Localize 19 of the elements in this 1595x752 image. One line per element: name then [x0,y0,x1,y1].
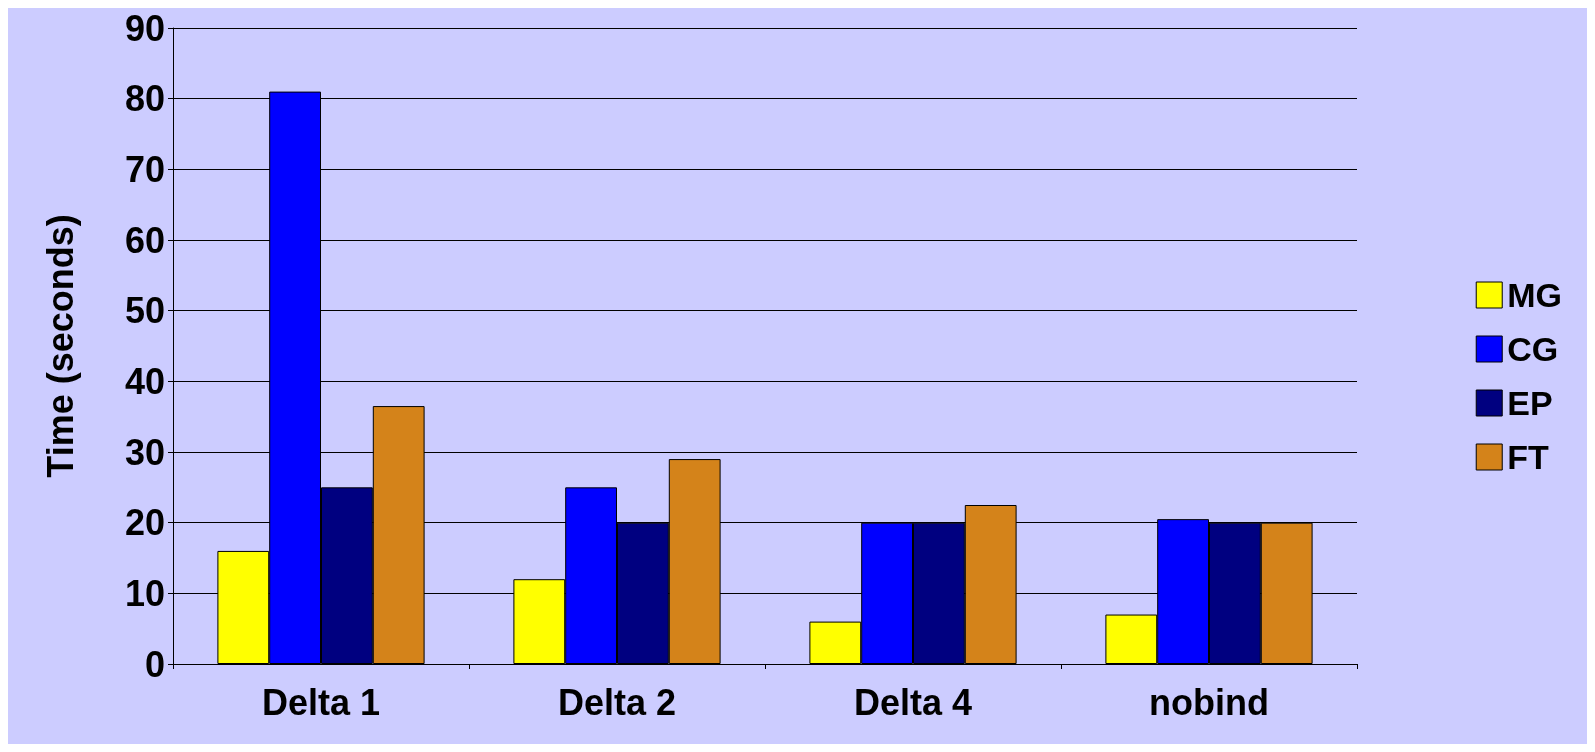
y-tick-label: 90 [124,7,165,49]
x-tick-label: Delta 1 [261,681,381,723]
y-tick-label: 0 [144,643,165,685]
x-tick-label: nobind [1149,681,1269,723]
x-tick-label: Delta 4 [853,681,973,723]
y-tick-label: 80 [124,78,165,120]
y-tick-label: 10 [124,572,165,614]
y-tick-label: 30 [124,431,165,473]
y-tick-label: 50 [124,290,165,332]
y-axis-title: Time (seconds) [39,214,81,478]
legend-label: MG [1507,276,1563,314]
y-tick-label: 60 [124,219,165,261]
legend-label: FT [1507,438,1549,476]
legend-label: CG [1507,330,1559,368]
y-tick-label: 70 [124,148,165,190]
x-tick-label: Delta 2 [557,681,677,723]
legend-label: EP [1507,384,1553,422]
y-tick-label: 40 [124,360,165,402]
y-tick-label: 20 [124,502,165,544]
